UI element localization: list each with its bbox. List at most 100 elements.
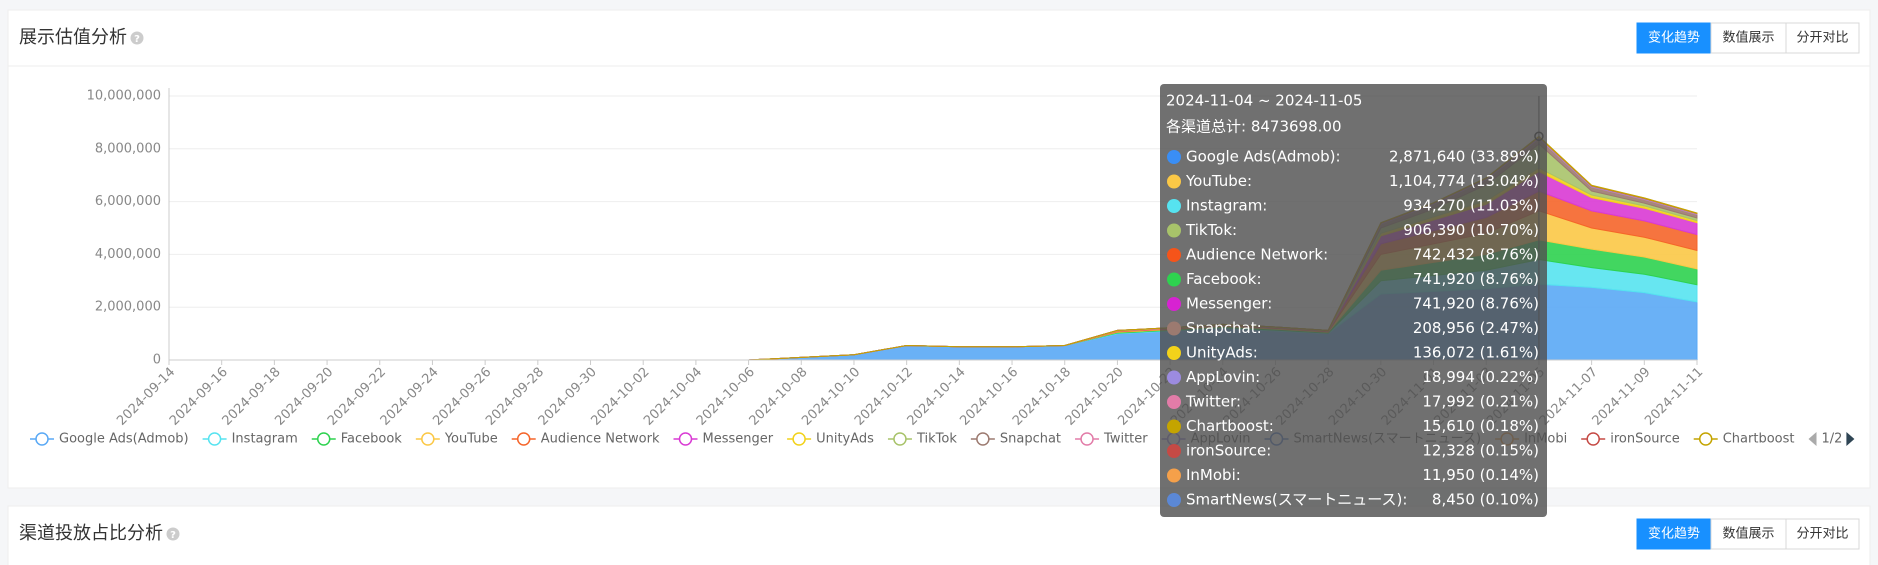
legend-symbol [516,432,531,446]
y-tick-label: 8,000,000 [95,141,161,156]
legend-page: 1/2 [1821,432,1842,447]
tooltip-value: 11,950 (0.14%) [1422,466,1539,484]
tooltip-value: 208,956 (2.47%) [1413,319,1539,337]
y-tick-label: 6,000,000 [95,194,161,209]
tooltip-name: Google Ads(Admob): [1186,148,1341,166]
legend-label: YouTube [444,432,498,447]
legend-label: Chartboost [1723,432,1795,447]
tooltip-name: Chartboost: [1186,417,1274,435]
tooltip-value: 741,920 (8.76%) [1413,270,1539,288]
tab-label: 变化趋势 [1648,30,1700,46]
tooltip-swatch [1167,370,1181,385]
tooltip-name: YouTube: [1185,172,1252,190]
legend-label: TikTok [916,432,957,447]
tooltip-name: Facebook: [1186,270,1262,288]
tooltip-value: 15,610 (0.18%) [1422,417,1539,435]
tooltip-box [1160,84,1547,517]
tab-label: 分开对比 [1796,527,1848,542]
tab-button[interactable] [1710,22,1787,54]
tab-button[interactable] [1785,518,1860,550]
tooltip-swatch [1167,419,1181,434]
legend-symbol [678,432,693,446]
legend-label: Instagram [232,432,298,447]
legend-symbol [35,432,49,446]
tooltip-value: 17,992 (0.21%) [1422,393,1539,411]
help-mark: ? [170,530,176,541]
legend-label: UnityAds [816,432,874,447]
panel-title: 展示估值分析 [19,27,127,48]
tooltip-total: 各渠道总计: 8473698.00 [1166,118,1341,136]
panel [7,505,1871,565]
tooltip-value: 742,432 (8.76%) [1413,246,1539,264]
tab-label: 数值展示 [1722,30,1774,46]
tooltip-name: TikTok: [1185,221,1237,239]
tooltip-swatch [1167,150,1181,164]
legend-label: Messenger [703,432,774,447]
tooltip-swatch [1167,444,1181,458]
legend-label: Twitter [1103,432,1148,447]
y-tick-label: 10,000,000 [87,89,161,104]
tooltip-value: 2,871,640 (33.89%) [1389,148,1539,166]
tab-button[interactable] [1636,22,1712,54]
tab-button[interactable] [1636,518,1712,550]
tooltip-swatch [1167,468,1181,483]
tooltip-value: 12,328 (0.15%) [1422,442,1539,460]
tab-label: 分开对比 [1796,31,1848,46]
help-mark: ? [134,34,140,45]
tooltip-swatch [1167,272,1181,287]
panel-title: 渠道投放占比分析 [19,523,163,544]
tooltip-title: 2024-11-04 ~ 2024-11-05 [1166,92,1362,110]
tooltip-swatch [1167,297,1181,311]
tooltip-swatch [1167,493,1181,507]
legend-symbol [893,432,907,446]
legend-label: Google Ads(Admob) [59,432,189,447]
tooltip-value: 136,072 (1.61%) [1413,344,1539,362]
tooltip-swatch [1167,346,1181,360]
legend-label: Audience Network [541,432,660,447]
tooltip-name: SmartNews(スマートニュース): [1186,491,1407,509]
legend-label: Facebook [341,432,403,447]
tab-label: 变化趋势 [1648,526,1700,542]
tooltip-swatch [1167,395,1181,409]
tooltip-value: 8,450 (0.10%) [1432,491,1539,509]
legend-next[interactable] [1846,432,1855,446]
tooltip-swatch [1167,199,1181,213]
tooltip-name: ironSource: [1186,442,1271,460]
tab-button[interactable] [1785,22,1860,54]
tooltip-swatch [1167,248,1181,262]
tooltip-name: Instagram: [1186,197,1267,215]
tooltip-name: Messenger: [1186,295,1272,313]
tooltip-value: 1,104,774 (13.04%) [1389,172,1539,190]
y-tick-label: 4,000,000 [95,247,161,262]
tooltip-name: Snapchat: [1186,319,1262,337]
tooltip-value: 18,994 (0.22%) [1422,368,1539,386]
legend-label: Snapchat [1000,432,1061,447]
legend-label: ironSource [1610,432,1680,447]
tab-button[interactable] [1710,518,1787,550]
tooltip-name: Twitter: [1185,393,1241,411]
y-tick-label: 2,000,000 [95,300,161,315]
legend-symbol [1080,432,1094,446]
legend-symbol [207,432,222,446]
legend-symbol [1586,432,1600,446]
tooltip-value: 906,390 (10.70%) [1403,221,1539,239]
tooltip-name: InMobi: [1186,466,1241,484]
help-icon [130,31,144,45]
y-tick-label: 0 [153,353,161,368]
legend-symbol [1698,432,1713,446]
tooltip-swatch [1167,321,1181,336]
legend-symbol [421,432,435,446]
tooltip-name: AppLovin: [1186,368,1260,386]
legend-symbol [792,432,806,446]
tooltip-value: 741,920 (8.76%) [1413,295,1539,313]
tooltip-name: UnityAds: [1186,344,1258,362]
legend-symbol [976,432,990,446]
tooltip-swatch [1167,174,1181,189]
tooltip-swatch [1167,223,1181,238]
legend-prev[interactable] [1808,432,1817,446]
legend-symbol [316,432,331,446]
help-icon [166,527,180,541]
tab-label: 数值展示 [1722,526,1774,542]
